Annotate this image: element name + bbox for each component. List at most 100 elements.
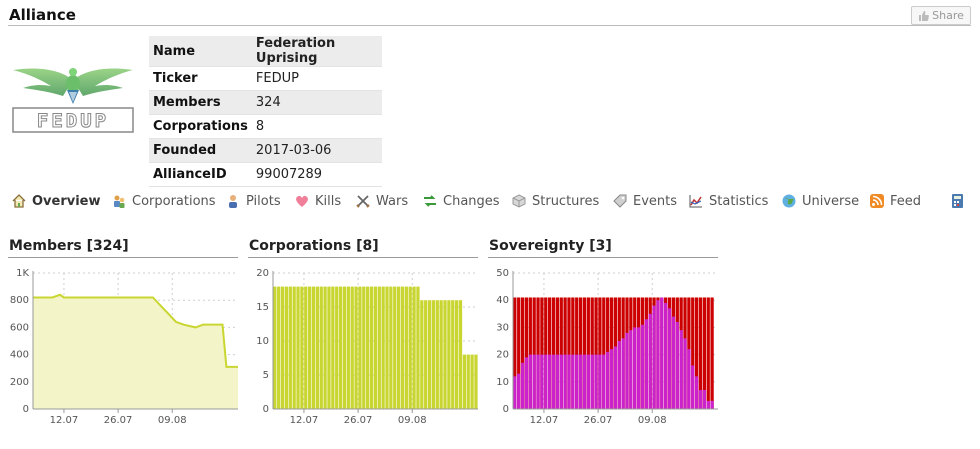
y-tick-label: 400: [10, 350, 29, 361]
bar: [598, 297, 602, 409]
info-value: Federation Uprising: [251, 36, 382, 67]
info-row: Founded 2017-03-06: [149, 138, 382, 163]
nav-overview-link[interactable]: Overview: [11, 193, 101, 209]
sovereignty-chart: 0 10 20 30 40 50 12.07 26.07 09.08: [496, 268, 718, 426]
section-divider: [8, 25, 971, 26]
rss-icon: [870, 194, 884, 208]
bar: [544, 354, 548, 409]
nav-universe-link[interactable]: Universe: [781, 193, 859, 209]
bar: [427, 300, 432, 409]
nav-label: Feed: [890, 193, 922, 209]
bar: [431, 300, 436, 409]
bar: [694, 376, 699, 409]
members-area-fill: [33, 294, 238, 409]
bar: [563, 297, 567, 409]
bar: [598, 354, 602, 409]
nav-label: Corporations: [132, 193, 216, 209]
bar: [288, 286, 292, 409]
nav-wars-link[interactable]: Wars: [355, 193, 408, 209]
x-tick-label: 09.08: [158, 415, 187, 426]
bar: [594, 297, 598, 409]
alliance-info-table: Name Federation Uprising Ticker FEDUP Member…: [149, 36, 382, 187]
y-tick-label: 10: [256, 336, 269, 347]
bar: [520, 362, 525, 409]
info-key: AllianceID: [149, 162, 252, 187]
bar: [687, 349, 691, 409]
share-label: Share: [932, 9, 964, 22]
bar: [548, 297, 552, 409]
bar: [528, 297, 532, 409]
members-series-line: [33, 293, 238, 368]
swords-icon: [356, 195, 370, 208]
nav-structures-link[interactable]: Structures: [511, 193, 599, 209]
nav-changes-link[interactable]: Changes: [422, 193, 500, 209]
x-tick-label: 12.07: [50, 415, 79, 426]
bar: [636, 327, 641, 409]
corporations-chart-title: Corporations [8]: [249, 238, 379, 254]
bar: [609, 349, 614, 409]
bar: [389, 286, 393, 409]
bar: [551, 354, 556, 409]
share-button[interactable]: Share: [911, 6, 971, 25]
info-row: Corporations 8: [149, 114, 382, 139]
nav-kills-link[interactable]: Kills: [294, 193, 341, 209]
bar: [528, 354, 532, 409]
nav-feed-link[interactable]: Feed: [869, 193, 921, 209]
info-key: Founded: [149, 138, 252, 163]
tag-icon: [613, 194, 627, 208]
bar: [377, 286, 381, 409]
bar: [362, 286, 366, 409]
bar: [470, 354, 474, 409]
bar: [292, 286, 296, 409]
nav-statistics-link[interactable]: Statistics: [688, 193, 768, 209]
bar: [548, 354, 552, 409]
nav-pilots-link[interactable]: Pilots: [225, 193, 281, 209]
info-value: 324: [251, 90, 382, 115]
bar: [284, 286, 289, 409]
info-value: 2017-03-06: [251, 138, 382, 163]
bar: [563, 354, 567, 409]
nav-events-link[interactable]: Events: [612, 193, 677, 209]
bar: [342, 286, 347, 409]
x-tick-label: 12.07: [290, 415, 319, 426]
bar: [517, 373, 521, 409]
bar: [706, 297, 710, 409]
bar: [396, 286, 401, 409]
corporations-icon: [114, 195, 125, 208]
bar: [698, 297, 703, 409]
members-chart: 0 200 400 600 800 1K 12.07 26.07 09.08: [10, 268, 238, 426]
bar: [393, 286, 397, 409]
bar: [602, 297, 606, 409]
bar: [319, 286, 323, 409]
nav-label: Structures: [532, 193, 600, 209]
bar: [540, 297, 544, 409]
bar: [439, 300, 443, 409]
info-key: Ticker: [149, 66, 252, 91]
info-key: Name: [149, 36, 252, 67]
bar: [571, 354, 575, 409]
y-tick-label: 0: [23, 404, 29, 415]
bar: [644, 319, 648, 409]
info-row: AllianceID 99007289: [149, 162, 382, 187]
bar: [346, 286, 350, 409]
y-tick-label: 800: [10, 295, 29, 306]
bar: [667, 308, 672, 409]
bar: [408, 286, 412, 409]
bar: [350, 286, 354, 409]
bar: [675, 321, 679, 409]
bar: [625, 332, 629, 409]
bar: [602, 354, 606, 409]
nav-label: Events: [633, 193, 678, 209]
nav-label: Kills: [315, 193, 342, 209]
nav-corporations-link[interactable]: Corporations: [111, 193, 216, 209]
bar: [517, 297, 521, 409]
heart-icon: [296, 195, 308, 207]
nav-calculator-link[interactable]: [949, 193, 965, 209]
bar: [540, 354, 544, 409]
nav-label: Statistics: [709, 193, 769, 209]
info-value: 8: [251, 114, 382, 139]
x-tick-label: 12.07: [530, 415, 559, 426]
bar: [532, 297, 536, 409]
logo-text: FEDUP: [37, 110, 109, 132]
bar: [273, 286, 277, 409]
